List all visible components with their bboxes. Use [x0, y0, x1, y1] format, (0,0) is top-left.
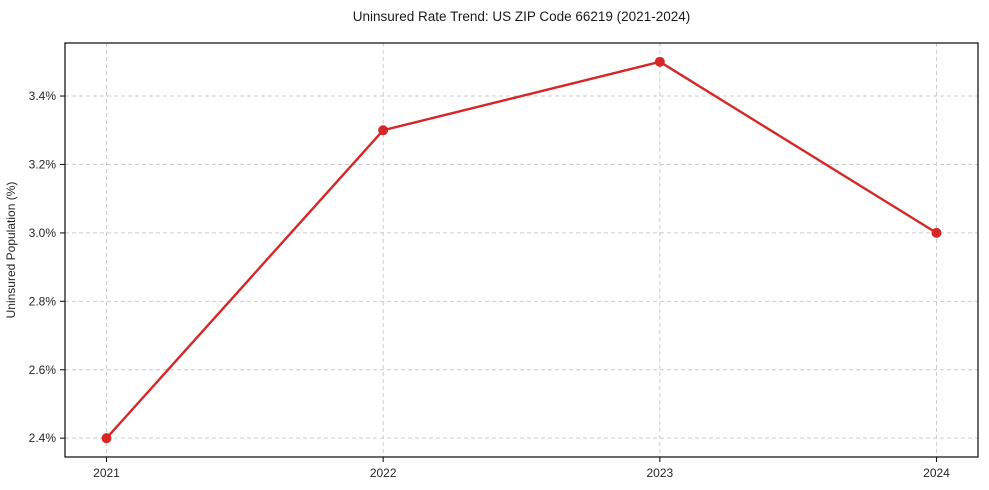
- x-tick-label: 2023: [646, 466, 673, 480]
- y-tick-label: 2.6%: [29, 363, 57, 377]
- y-tick-label: 3.0%: [29, 226, 57, 240]
- data-point-marker: [654, 56, 665, 67]
- data-point-marker: [378, 125, 389, 136]
- plot-area: 2.4% 2.6% 2.8% 3.0% 3.2% 3.4% 2021 2022 2023 2024: [29, 42, 979, 480]
- x-tick-label: 2024: [923, 466, 950, 480]
- data-point-marker: [101, 433, 112, 444]
- x-tick-label: 2022: [370, 466, 397, 480]
- x-tick-label: 2021: [93, 466, 120, 480]
- y-tick-label: 3.4%: [29, 89, 57, 103]
- chart-title: Uninsured Rate Trend: US ZIP Code 66219 …: [353, 9, 690, 24]
- y-tick-label: 3.2%: [29, 157, 57, 171]
- y-axis-title: Uninsured Population (%): [4, 182, 18, 319]
- data-point-marker: [931, 227, 942, 238]
- y-tick-label: 2.8%: [29, 294, 57, 308]
- trend-line: [105, 60, 938, 440]
- plot-border: [64, 42, 979, 458]
- y-tick-label: 2.4%: [29, 431, 57, 445]
